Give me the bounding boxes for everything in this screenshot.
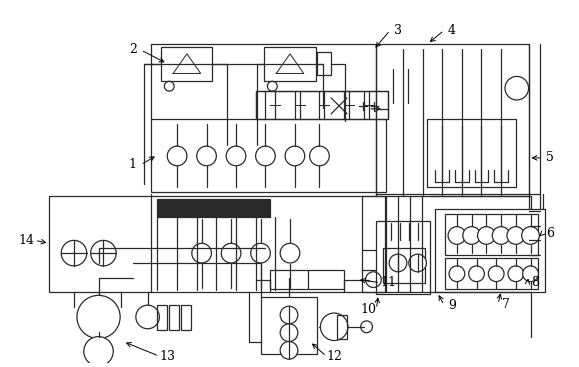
Circle shape bbox=[280, 243, 300, 263]
Bar bbox=[49, 196, 385, 292]
Text: 12: 12 bbox=[326, 350, 342, 363]
Text: 4: 4 bbox=[448, 24, 456, 37]
Circle shape bbox=[280, 324, 298, 342]
Circle shape bbox=[468, 266, 485, 281]
Bar bbox=[445, 214, 538, 255]
Bar bbox=[376, 221, 430, 294]
Circle shape bbox=[280, 306, 298, 324]
Text: 14: 14 bbox=[19, 234, 35, 247]
Circle shape bbox=[449, 266, 465, 281]
Text: 7: 7 bbox=[502, 298, 510, 311]
Circle shape bbox=[365, 272, 382, 287]
Text: 8: 8 bbox=[532, 276, 540, 289]
Circle shape bbox=[478, 227, 495, 244]
Circle shape bbox=[507, 227, 525, 244]
Bar bbox=[317, 52, 331, 76]
Bar bbox=[383, 248, 424, 283]
Circle shape bbox=[192, 243, 211, 263]
Bar bbox=[337, 315, 347, 339]
Circle shape bbox=[463, 227, 481, 244]
Circle shape bbox=[409, 254, 427, 272]
Bar bbox=[270, 270, 344, 290]
Bar bbox=[157, 199, 270, 217]
Circle shape bbox=[197, 146, 217, 166]
Text: 9: 9 bbox=[448, 299, 456, 312]
Circle shape bbox=[84, 337, 113, 366]
Bar bbox=[162, 47, 212, 81]
Text: 6: 6 bbox=[546, 227, 554, 240]
Circle shape bbox=[167, 146, 187, 166]
Bar bbox=[376, 44, 529, 196]
Circle shape bbox=[136, 305, 159, 329]
Circle shape bbox=[280, 342, 298, 359]
Circle shape bbox=[221, 243, 241, 263]
Circle shape bbox=[251, 243, 270, 263]
Circle shape bbox=[77, 295, 120, 339]
Circle shape bbox=[226, 146, 246, 166]
Text: 10: 10 bbox=[361, 303, 376, 316]
Circle shape bbox=[523, 266, 538, 281]
Bar bbox=[261, 297, 317, 354]
Circle shape bbox=[310, 146, 329, 166]
Circle shape bbox=[61, 240, 87, 266]
Bar bbox=[445, 258, 538, 290]
Bar bbox=[181, 305, 191, 330]
Text: 13: 13 bbox=[159, 350, 175, 363]
Bar bbox=[435, 209, 545, 292]
Circle shape bbox=[285, 146, 305, 166]
Bar bbox=[157, 305, 167, 330]
Circle shape bbox=[91, 240, 116, 266]
Bar bbox=[151, 119, 386, 192]
Circle shape bbox=[508, 266, 523, 281]
Circle shape bbox=[389, 254, 407, 272]
Circle shape bbox=[492, 227, 510, 244]
Text: 11: 11 bbox=[380, 276, 396, 289]
Circle shape bbox=[255, 146, 275, 166]
Circle shape bbox=[522, 227, 540, 244]
Bar bbox=[255, 91, 388, 119]
Circle shape bbox=[488, 266, 504, 281]
Text: 3: 3 bbox=[394, 24, 402, 37]
Bar bbox=[427, 119, 516, 188]
Text: 2: 2 bbox=[129, 43, 137, 57]
Bar bbox=[169, 305, 179, 330]
Text: 5: 5 bbox=[546, 152, 554, 164]
Bar bbox=[265, 47, 316, 81]
Circle shape bbox=[448, 227, 466, 244]
Circle shape bbox=[320, 313, 348, 341]
Text: 1: 1 bbox=[129, 158, 137, 171]
Circle shape bbox=[361, 321, 372, 333]
